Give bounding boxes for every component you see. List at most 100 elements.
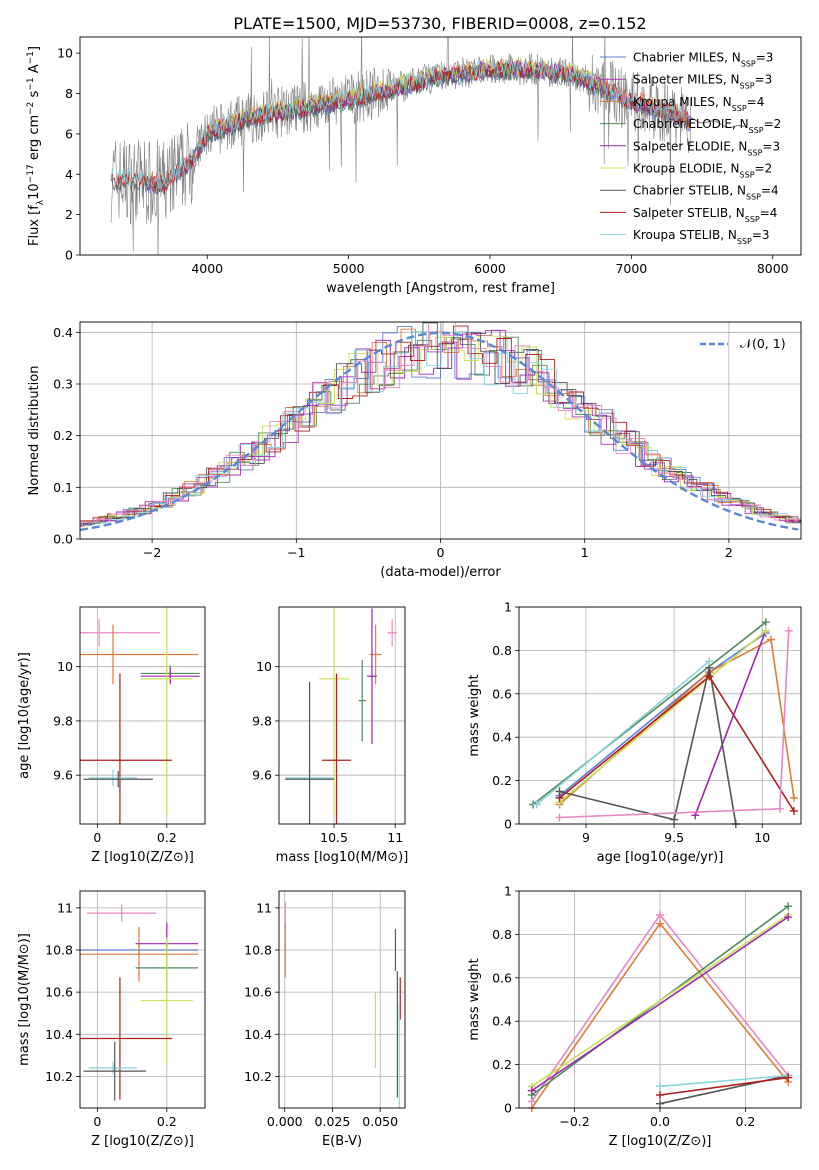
y-axis-label: mass [log10(M/M⊙)] <box>17 933 32 1066</box>
axes-frame <box>79 890 206 1109</box>
x-tick-label: 0.025 <box>315 1114 351 1129</box>
weight-line <box>558 638 795 806</box>
y-tick-label: 2 <box>65 207 73 222</box>
histogram-step-line <box>80 330 801 527</box>
x-axis-label: age [log10(age/yr)] <box>597 850 724 865</box>
x-tick-label: 1 <box>581 545 589 560</box>
y-tick-label: 1 <box>504 600 512 615</box>
y-tick-label: 0.1 <box>53 480 73 495</box>
y-tick-label: 0.6 <box>492 686 512 701</box>
age-vs-mass-panel: 10.5 11 9.6 9.8 10 mass [log10(M/M⊙)] <box>252 606 409 865</box>
x-tick-label: −2 <box>143 545 161 560</box>
x-axis-label: Z [log10(Z/Z⊙)] <box>91 850 194 865</box>
x-tick-label: −1 <box>287 545 305 560</box>
y-tick-label: 0 <box>504 817 512 832</box>
errorbars <box>80 904 199 1101</box>
legend-label: Chabrier MILES, NSSP=3 <box>633 51 773 69</box>
y-tick-label: 0.2 <box>492 1057 512 1072</box>
y-tick-label: 0 <box>504 1101 512 1116</box>
x-tick-label: 11 <box>387 830 403 845</box>
y-tick-label: 9.6 <box>53 768 73 783</box>
weight-line <box>531 914 789 1087</box>
y-tick-label: 10.4 <box>244 1027 272 1042</box>
x-tick-label: 10 <box>754 830 770 845</box>
observed-spectrum-line <box>110 37 691 255</box>
x-tick-label: 9 <box>582 830 590 845</box>
spectrum-lines <box>110 37 745 255</box>
y-tick-label: 0 <box>65 248 73 263</box>
y-tick-label: 9.8 <box>252 713 272 728</box>
y-tick-label: 0.0 <box>53 532 73 547</box>
age-vs-Z-panel: 0 0.2 9.6 9.8 10 Z [log10(Z/Z⊙)] age [log10(ag… <box>17 606 206 865</box>
x-axis-label: Z [log10(Z/Z⊙)] <box>91 1134 194 1149</box>
y-tick-label: 10 <box>57 46 73 61</box>
y-tick-label: 6 <box>65 126 73 141</box>
x-tick-label: 0 <box>93 830 101 845</box>
y-tick-label: 1 <box>504 884 512 899</box>
y-tick-label: 10.2 <box>244 1069 272 1084</box>
y-tick-label: 9.8 <box>53 713 73 728</box>
y-tick-label: 0.4 <box>492 730 512 745</box>
weight-line <box>659 1074 789 1088</box>
figure-title: PLATE=1500, MJD=53730, FIBERID=0008, z=0… <box>233 14 646 33</box>
y-tick-label: 0.8 <box>492 927 512 942</box>
x-tick-label: 10.5 <box>320 830 348 845</box>
legend-label: Kroupa MILES, NSSP=4 <box>633 95 764 113</box>
y-tick-label: 0.4 <box>492 1014 512 1029</box>
y-tick-label: 0.2 <box>492 773 512 788</box>
weight-vs-Z-panel: −0.2 0.0 0.2 0 0.2 0.4 0.6 0.8 1 Z [log10(Z/Z⊙)] m… <box>467 884 802 1149</box>
x-axis-label: wavelength [Angstrom, rest frame] <box>326 281 555 296</box>
x-axis-label: Z [log10(Z/Z⊙)] <box>609 1134 712 1149</box>
axes-frame <box>278 606 406 825</box>
x-tick-label: 0.2 <box>157 830 177 845</box>
legend-label: Kroupa STELIB, NSSP=3 <box>633 228 770 246</box>
residuals-panel: −2 −1 0 1 2 0.0 0.1 0.2 0.3 0.4 (data-model)/error… <box>27 321 802 580</box>
y-tick-label: 9.6 <box>252 768 272 783</box>
errorbars <box>285 607 398 824</box>
y-tick-label: 11 <box>57 900 73 915</box>
x-tick-label: 7000 <box>615 261 647 276</box>
x-tick-label: 0.0 <box>650 1114 670 1129</box>
y-axis-label: Flux [fλ10−17 erg cm−2 s−1 A−1] <box>26 46 46 246</box>
y-tick-label: 10 <box>256 659 272 674</box>
mass-vs-ebv-panel: 0.000 0.025 0.050 10.2 10.4 10.6 10.8 11 E(B-V) <box>244 890 406 1149</box>
axes-frame <box>79 606 206 825</box>
y-tick-label: 0.3 <box>53 377 73 392</box>
x-tick-label: 9.5 <box>664 830 684 845</box>
y-tick-label: 10.6 <box>244 985 272 1000</box>
y-tick-label: 0.4 <box>53 325 73 340</box>
x-axis-label: mass [log10(M/M⊙)] <box>276 850 409 865</box>
histogram-step-line <box>80 328 801 527</box>
spectrum-panel: 4000 5000 6000 7000 8000 0 2 4 6 8 10 wavelength [A… <box>26 36 802 296</box>
weight-line <box>558 630 767 803</box>
y-tick-label: 10.8 <box>45 942 73 957</box>
errorbars <box>80 607 200 824</box>
x-tick-label: 0.000 <box>267 1114 303 1129</box>
y-axis-label: mass weight <box>467 674 482 756</box>
axes-frame <box>79 36 802 256</box>
errorbars <box>284 901 401 1108</box>
legend-label: Chabrier ELODIE, NSSP=2 <box>633 117 781 135</box>
x-axis-label: (data-model)/error <box>380 565 501 580</box>
y-axis-label: age [log10(age/yr)] <box>17 652 32 779</box>
y-tick-label: 10.6 <box>45 985 73 1000</box>
y-tick-label: 10 <box>57 659 73 674</box>
weight-line <box>532 621 767 806</box>
y-axis-label: Normed distribution <box>27 366 42 496</box>
normal-curve-line <box>80 331 799 532</box>
weight-line <box>558 675 795 812</box>
histogram-step-line <box>80 329 801 525</box>
legend-label: Chabrier STELIB, NSSP=4 <box>633 184 779 202</box>
legend-label: Salpeter ELODIE, NSSP=3 <box>633 139 780 157</box>
model-tail-line <box>624 106 745 129</box>
y-axis-label: mass weight <box>467 958 482 1040</box>
x-tick-label: 4000 <box>191 261 223 276</box>
x-tick-label: 0.2 <box>736 1114 756 1129</box>
weight-line <box>559 667 737 825</box>
x-tick-label: 6000 <box>474 261 506 276</box>
weight-vs-age-panel: 9 9.5 10 0 0.2 0.4 0.6 0.8 1 age [log10(age/yr)] m… <box>467 600 802 865</box>
y-tick-label: 0.8 <box>492 643 512 658</box>
y-tick-label: 4 <box>65 167 73 182</box>
x-tick-label: 0.050 <box>362 1114 398 1129</box>
